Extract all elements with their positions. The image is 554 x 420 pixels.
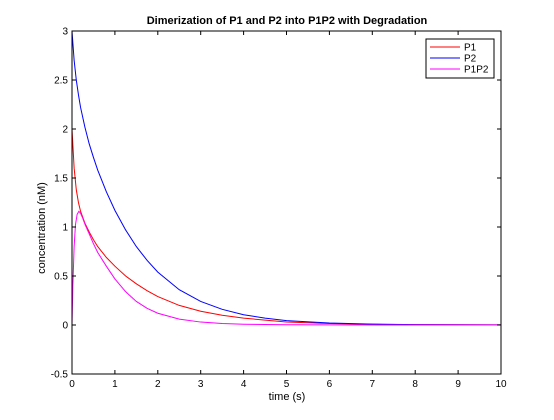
series-line-p1 <box>71 128 502 326</box>
y-tick-label: 1 <box>62 223 68 234</box>
series-line-p1p2 <box>71 210 501 326</box>
x-tick-label: 3 <box>198 379 204 390</box>
x-tick-label: 10 <box>495 379 507 390</box>
series-line-p2 <box>71 30 502 326</box>
chart-title: Dimerization of P1 and P2 into P1P2 with… <box>147 15 428 27</box>
plot-area <box>72 31 501 374</box>
tick-labels: 0 1 2 3 4 5 6 7 8 9 10-0.500.511.522.53 <box>51 27 507 391</box>
series-layer <box>71 30 502 326</box>
x-tick-label: 4 <box>241 379 247 390</box>
x-tick-label: 0 <box>69 379 75 390</box>
y-tick-label: 0.5 <box>54 272 68 283</box>
y-tick-label: 0 <box>62 321 68 332</box>
y-tick-label: 2 <box>62 125 68 136</box>
x-tick-label: 7 <box>370 379 376 390</box>
x-tick-label: 9 <box>455 379 461 390</box>
y-tick-label: 3 <box>62 27 68 38</box>
x-tick-label: 8 <box>412 379 418 390</box>
plot-background <box>72 31 501 374</box>
y-axis-label: concentration (nM) <box>36 182 48 274</box>
x-axis-label: time (s) <box>269 391 306 403</box>
legend-label-p2: P2 <box>464 54 477 65</box>
legend-label-p1p2: P1P2 <box>464 65 489 76</box>
legend-label-p1: P1 <box>464 43 477 54</box>
x-tick-label: 1 <box>112 379 118 390</box>
x-tick-label: 6 <box>327 379 333 390</box>
y-tick-label: -0.5 <box>51 370 69 381</box>
x-tick-label: 2 <box>155 379 161 390</box>
y-tick-label: 2.5 <box>54 76 68 87</box>
y-tick-label: 1.5 <box>54 174 68 185</box>
tick-marks <box>71 30 502 375</box>
x-tick-label: 5 <box>284 379 290 390</box>
